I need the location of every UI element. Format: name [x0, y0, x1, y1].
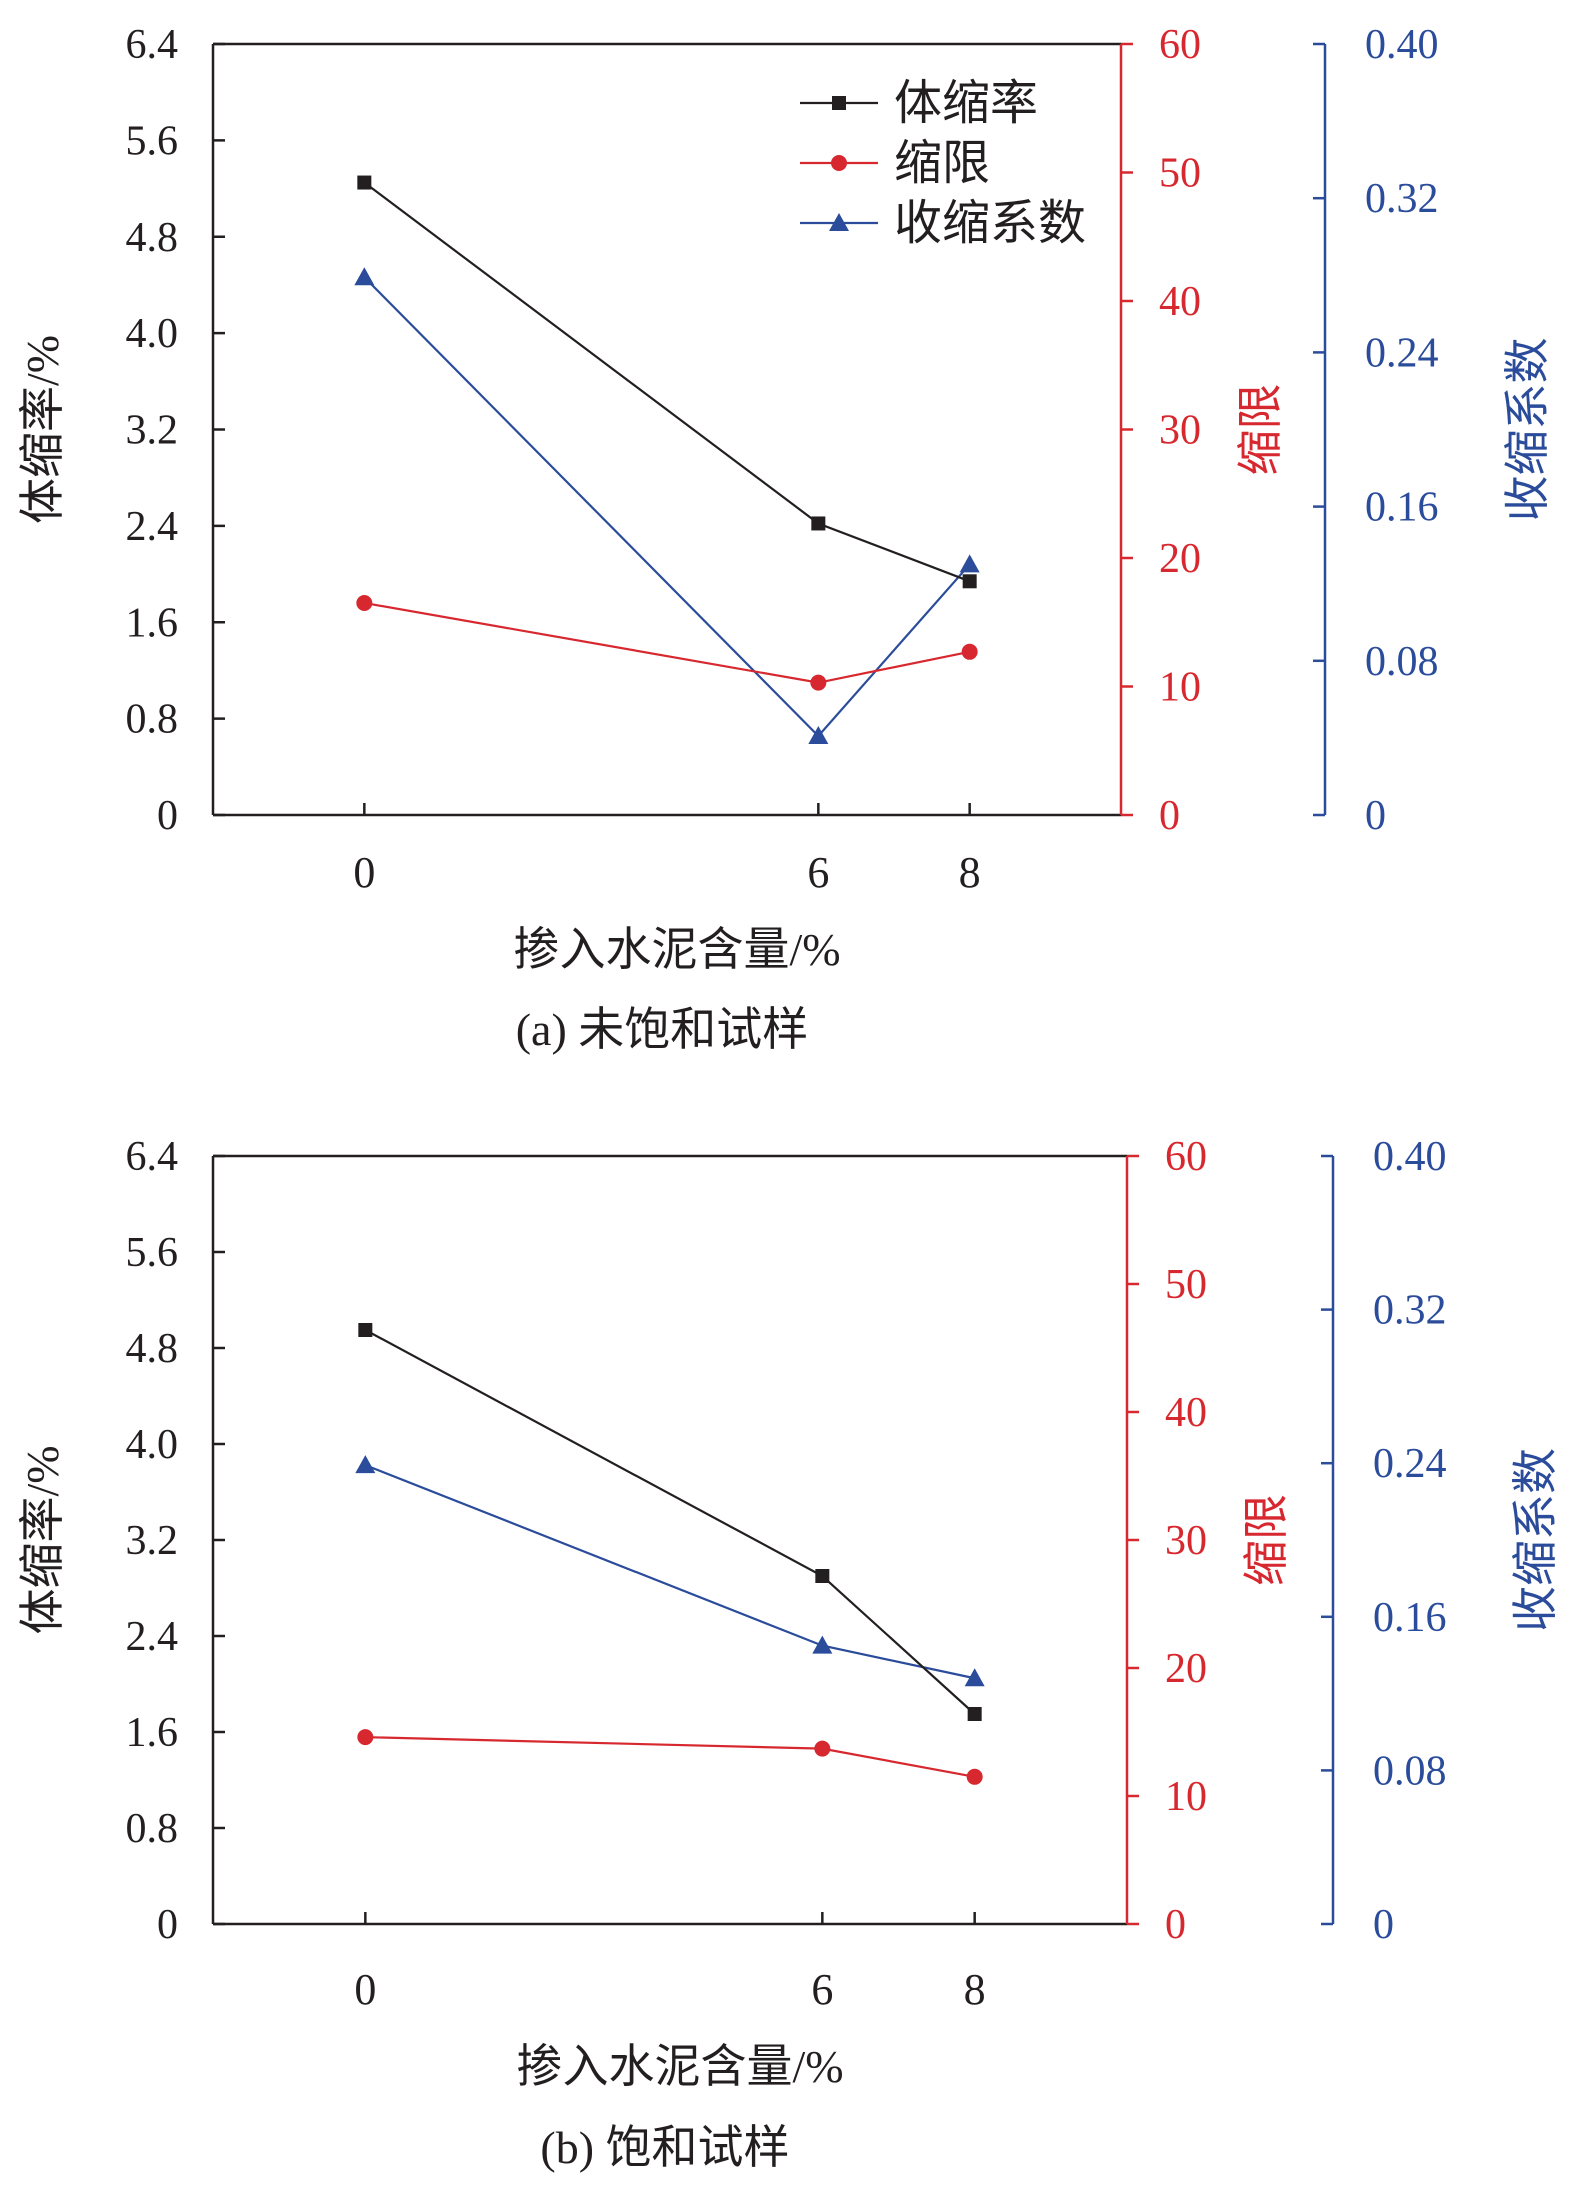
- right1-tick-label: 50: [1165, 1262, 1207, 1308]
- series-line-circle: [365, 1736, 975, 1778]
- left-tick-label: 3.2: [126, 408, 179, 454]
- x-tick-label: 6: [807, 848, 829, 897]
- series-line-triangle: [363, 276, 971, 738]
- left-tick-label: 4.8: [126, 1326, 179, 1372]
- panel-caption: (a) 未饱和试样: [516, 1004, 809, 1055]
- data-point-square: [811, 516, 826, 531]
- left-tick-label: 2.4: [126, 1614, 179, 1660]
- panel-a: 00.81.62.43.24.04.85.66.4010203040506000…: [17, 22, 1553, 1055]
- right2-tick-label: 0.32: [1365, 176, 1439, 222]
- right1-tick-label: 60: [1159, 22, 1201, 68]
- left-tick-label: 2.4: [126, 504, 179, 550]
- x-tick-label: 8: [964, 1965, 986, 2014]
- right1-tick-label: 30: [1159, 408, 1201, 454]
- data-point-circle: [966, 1768, 983, 1785]
- data-point-square: [962, 574, 977, 589]
- x-tick-label: 0: [354, 1965, 376, 2014]
- data-point-triangle: [355, 1455, 376, 1474]
- right2-tick-label: 0.24: [1365, 330, 1439, 376]
- right1-tick-label: 50: [1159, 151, 1201, 197]
- series-line-triangle: [364, 1464, 975, 1680]
- right1-tick-label: 40: [1165, 1390, 1207, 1436]
- left-tick-label: 4.0: [126, 1422, 179, 1468]
- data-point-square: [815, 1569, 830, 1583]
- right1-tick-label: 10: [1165, 1774, 1207, 1820]
- series-line-square: [364, 1329, 976, 1715]
- right1-tick-label: 10: [1159, 665, 1201, 711]
- legend-marker: [832, 96, 846, 110]
- right1-tick-label: 20: [1165, 1646, 1207, 1692]
- x-tick-label: 8: [959, 848, 981, 897]
- legend-label: 体缩率: [894, 77, 1038, 130]
- legend-marker: [831, 155, 847, 171]
- right1-axis-label: 缩限: [1235, 384, 1286, 476]
- left-tick-label: 3.2: [126, 1518, 179, 1564]
- right2-tick-label: 0.32: [1373, 1288, 1447, 1334]
- x-axis-label: 掺入水泥含量/%: [516, 2041, 843, 2092]
- series-line-square: [363, 181, 971, 583]
- data-point-triangle: [354, 267, 375, 286]
- data-point-square: [358, 1323, 373, 1337]
- left-tick-label: 5.6: [126, 118, 179, 164]
- left-tick-label: 0.8: [126, 697, 179, 743]
- right2-tick-label: 0.16: [1373, 1595, 1447, 1641]
- left-tick-label: 4.0: [126, 311, 179, 357]
- panel-caption: (b) 饱和试样: [540, 2122, 789, 2173]
- right2-axis-label: 收缩系数: [1502, 338, 1553, 522]
- x-axis-label: 掺入水泥含量/%: [513, 924, 840, 975]
- right1-tick-label: 20: [1159, 536, 1201, 582]
- left-tick-label: 1.6: [126, 600, 179, 646]
- right1-tick-label: 60: [1165, 1134, 1207, 1180]
- left-tick-label: 5.6: [126, 1230, 179, 1276]
- right2-tick-label: 0: [1365, 793, 1386, 839]
- legend-marker: [829, 213, 849, 231]
- panel-b: 00.81.62.43.24.04.85.66.4010203040506000…: [17, 1134, 1561, 2173]
- data-point-circle: [810, 674, 827, 691]
- left-axis-label: 体缩率/%: [17, 1445, 68, 1634]
- right1-axis-label: 缩限: [1241, 1494, 1292, 1586]
- data-point-circle: [357, 1729, 374, 1746]
- left-tick-label: 0.8: [126, 1806, 179, 1852]
- right2-tick-label: 0.40: [1365, 22, 1439, 68]
- left-tick-label: 6.4: [126, 1134, 179, 1180]
- right1-tick-label: 30: [1165, 1518, 1207, 1564]
- left-tick-label: 6.4: [126, 22, 179, 68]
- right2-axis-label: 收缩系数: [1510, 1448, 1561, 1632]
- data-point-square: [357, 175, 372, 190]
- left-tick-label: 4.8: [126, 215, 179, 261]
- left-axis-label: 体缩率/%: [17, 335, 68, 524]
- left-tick-label: 0: [157, 793, 178, 839]
- data-point-circle: [814, 1740, 831, 1757]
- data-point-square: [967, 1707, 982, 1721]
- legend-label: 缩限: [894, 137, 990, 190]
- data-point-triangle: [812, 1635, 833, 1654]
- data-point-circle: [961, 643, 978, 660]
- legend-label: 收缩系数: [894, 197, 1086, 250]
- data-point-circle: [356, 594, 373, 611]
- data-point-triangle: [964, 1668, 985, 1687]
- right2-tick-label: 0.08: [1365, 639, 1439, 685]
- left-tick-label: 1.6: [126, 1710, 179, 1756]
- right2-tick-label: 0: [1373, 1902, 1394, 1948]
- right2-tick-label: 0.08: [1373, 1748, 1447, 1794]
- right2-tick-label: 0.16: [1365, 485, 1439, 531]
- data-point-triangle: [959, 554, 980, 573]
- right1-tick-label: 0: [1159, 793, 1180, 839]
- left-tick-label: 0: [157, 1902, 178, 1948]
- right2-tick-label: 0.40: [1373, 1134, 1447, 1180]
- x-tick-label: 0: [353, 848, 375, 897]
- data-point-triangle: [808, 725, 829, 744]
- right2-tick-label: 0.24: [1373, 1441, 1447, 1487]
- x-tick-label: 6: [811, 1965, 833, 2014]
- right1-tick-label: 40: [1159, 279, 1201, 325]
- series-line-circle: [364, 601, 970, 684]
- right1-tick-label: 0: [1165, 1902, 1186, 1948]
